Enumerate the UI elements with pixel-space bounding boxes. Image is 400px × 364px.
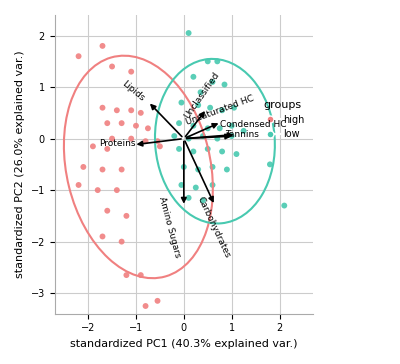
- Point: [190, 149, 196, 154]
- Point: [118, 120, 125, 126]
- Point: [228, 133, 235, 139]
- Point: [99, 43, 106, 49]
- Point: [214, 59, 220, 64]
- Point: [154, 298, 161, 304]
- Point: [99, 234, 106, 240]
- Point: [219, 107, 225, 113]
- Point: [281, 203, 288, 209]
- Point: [209, 164, 216, 170]
- Point: [128, 136, 134, 142]
- Point: [142, 303, 149, 309]
- Text: Unsaturated HC: Unsaturated HC: [184, 94, 255, 127]
- Point: [216, 125, 223, 131]
- Point: [80, 164, 86, 170]
- Point: [207, 105, 213, 111]
- Point: [181, 164, 187, 170]
- Point: [195, 167, 201, 173]
- Point: [94, 187, 101, 193]
- Text: Carbohydrates: Carbohydrates: [195, 195, 232, 259]
- Point: [75, 53, 82, 59]
- Point: [109, 64, 115, 70]
- Point: [118, 239, 125, 245]
- Point: [214, 136, 220, 142]
- Text: Unclassified: Unclassified: [183, 70, 221, 120]
- Point: [142, 138, 149, 144]
- Point: [209, 79, 216, 85]
- Point: [240, 128, 247, 134]
- Point: [138, 272, 144, 278]
- Point: [186, 195, 192, 201]
- Point: [267, 162, 273, 167]
- Point: [171, 133, 178, 139]
- Point: [204, 125, 211, 131]
- Point: [145, 125, 151, 131]
- Point: [200, 198, 206, 203]
- Legend: high, low: high, low: [257, 96, 308, 143]
- Y-axis label: standardized PC2 (26.0% explained var.): standardized PC2 (26.0% explained var.): [15, 51, 25, 278]
- Point: [204, 59, 211, 64]
- Point: [197, 89, 204, 95]
- Point: [190, 74, 196, 80]
- Point: [109, 136, 115, 142]
- Point: [99, 105, 106, 111]
- Point: [209, 182, 216, 188]
- Point: [200, 133, 206, 139]
- Point: [75, 182, 82, 188]
- Point: [123, 272, 130, 278]
- Text: Lipids: Lipids: [120, 79, 146, 103]
- X-axis label: standardized PC1 (40.3% explained var.): standardized PC1 (40.3% explained var.): [70, 339, 298, 349]
- Point: [178, 100, 185, 106]
- Point: [224, 167, 230, 173]
- Point: [133, 123, 139, 128]
- Point: [123, 213, 130, 219]
- Point: [233, 151, 240, 157]
- Text: Amino Sugars: Amino Sugars: [157, 196, 182, 259]
- Point: [154, 138, 161, 144]
- Point: [221, 82, 228, 87]
- Point: [157, 143, 163, 149]
- Text: Condensed HC: Condensed HC: [220, 120, 286, 129]
- Point: [138, 110, 144, 116]
- Point: [192, 185, 199, 190]
- Point: [231, 105, 237, 111]
- Point: [178, 182, 185, 188]
- Point: [186, 136, 192, 142]
- Point: [195, 102, 201, 108]
- Point: [90, 143, 96, 149]
- Point: [114, 107, 120, 113]
- Text: Proteins: Proteins: [100, 139, 136, 148]
- Point: [228, 123, 235, 128]
- Text: Tannins: Tannins: [225, 130, 259, 139]
- Point: [128, 69, 134, 75]
- Point: [204, 146, 211, 152]
- Point: [176, 120, 182, 126]
- Point: [176, 146, 182, 152]
- Point: [128, 107, 134, 113]
- Point: [99, 167, 106, 173]
- Point: [186, 30, 192, 36]
- Point: [219, 149, 225, 154]
- Point: [118, 167, 125, 173]
- Point: [104, 146, 110, 152]
- Point: [104, 208, 110, 214]
- Point: [114, 187, 120, 193]
- Point: [104, 120, 110, 126]
- Point: [190, 123, 196, 128]
